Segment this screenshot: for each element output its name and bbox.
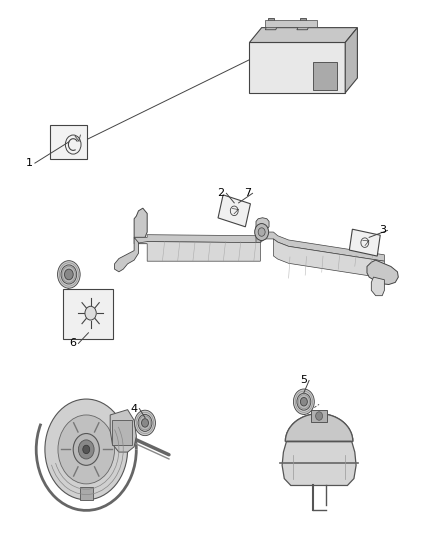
Text: 6: 6 <box>70 338 77 349</box>
Bar <box>313 62 336 90</box>
Circle shape <box>85 306 96 320</box>
Bar <box>64 289 113 340</box>
Bar <box>350 229 380 256</box>
Polygon shape <box>371 277 385 296</box>
Polygon shape <box>297 23 310 30</box>
Bar <box>265 20 318 27</box>
Bar <box>268 18 274 25</box>
Polygon shape <box>345 28 357 93</box>
Circle shape <box>64 269 73 280</box>
Circle shape <box>293 389 314 415</box>
Polygon shape <box>286 414 353 441</box>
Polygon shape <box>134 241 260 261</box>
Circle shape <box>138 415 152 431</box>
Circle shape <box>297 393 311 410</box>
Circle shape <box>141 419 148 427</box>
Polygon shape <box>256 227 260 243</box>
Circle shape <box>58 415 115 484</box>
Circle shape <box>254 223 268 240</box>
Circle shape <box>73 433 99 465</box>
Text: 2: 2 <box>218 188 225 198</box>
Text: 3: 3 <box>379 225 386 236</box>
Text: 7: 7 <box>244 188 251 198</box>
Text: 1: 1 <box>26 158 33 168</box>
Polygon shape <box>134 232 385 261</box>
Bar <box>218 195 251 227</box>
Text: 4: 4 <box>131 403 138 414</box>
Circle shape <box>78 440 94 459</box>
Circle shape <box>134 410 155 435</box>
Circle shape <box>258 228 265 236</box>
Bar <box>300 18 306 25</box>
Polygon shape <box>115 237 138 272</box>
Text: 5: 5 <box>300 375 307 385</box>
Circle shape <box>316 412 322 420</box>
Polygon shape <box>273 239 385 278</box>
Polygon shape <box>250 43 345 93</box>
Bar <box>113 419 132 445</box>
Polygon shape <box>250 28 357 43</box>
Bar <box>311 410 327 422</box>
Circle shape <box>61 265 77 284</box>
Bar <box>50 125 87 159</box>
Polygon shape <box>367 260 398 285</box>
Polygon shape <box>110 410 136 452</box>
Polygon shape <box>282 441 356 486</box>
Bar <box>80 487 93 500</box>
Circle shape <box>300 398 307 406</box>
Circle shape <box>45 399 127 500</box>
Circle shape <box>57 261 80 288</box>
Polygon shape <box>265 23 279 30</box>
Polygon shape <box>256 217 269 236</box>
Circle shape <box>83 445 90 454</box>
Polygon shape <box>134 208 147 237</box>
